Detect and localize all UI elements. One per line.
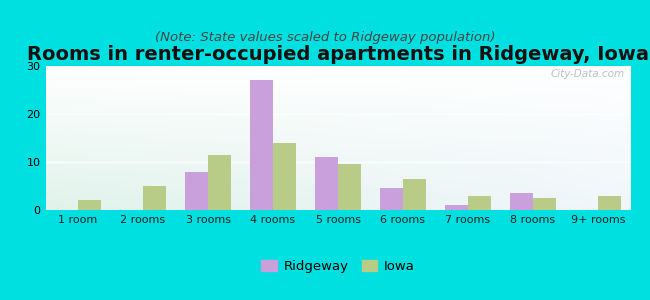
Bar <box>445 205 468 210</box>
Legend: Ridgeway, Iowa: Ridgeway, Iowa <box>255 254 421 278</box>
Text: City-Data.com: City-Data.com <box>551 69 625 79</box>
Text: (Note: State values scaled to Ridgeway population): (Note: State values scaled to Ridgeway p… <box>155 32 495 44</box>
Bar <box>315 157 338 210</box>
Bar <box>598 196 621 210</box>
Bar <box>208 155 231 210</box>
Bar <box>338 164 361 210</box>
Bar <box>533 198 556 210</box>
Bar <box>468 196 491 210</box>
Bar <box>403 179 426 210</box>
Bar <box>143 186 166 210</box>
Bar <box>273 143 296 210</box>
Bar <box>510 193 533 210</box>
Bar <box>185 172 208 210</box>
Bar <box>78 200 101 210</box>
Bar <box>250 80 273 210</box>
Bar <box>380 188 403 210</box>
Title: Rooms in renter-occupied apartments in Ridgeway, Iowa: Rooms in renter-occupied apartments in R… <box>27 45 649 64</box>
